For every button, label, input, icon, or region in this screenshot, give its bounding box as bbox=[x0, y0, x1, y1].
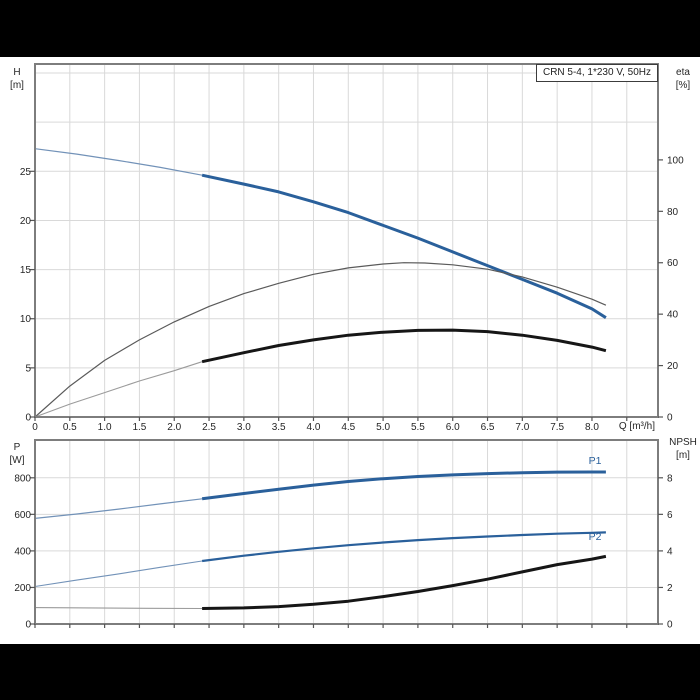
hq-right-tick-label: 20 bbox=[667, 361, 679, 372]
power-right-tick-label: 4 bbox=[667, 546, 673, 557]
eta-axis-symbol: eta bbox=[676, 67, 690, 78]
p2-curve-lead-in bbox=[34, 560, 203, 588]
pump-title-box: CRN 5-4, 1*230 V, 50Hz bbox=[535, 64, 658, 82]
hq-left-tick-label: 20 bbox=[20, 216, 32, 227]
h-axis-unit-label: H [m] bbox=[2, 66, 32, 92]
npsh-axis-symbol: NPSH bbox=[669, 437, 697, 448]
hq-x-tick-label: 5.5 bbox=[411, 422, 425, 433]
hq-left-tick-label: 25 bbox=[20, 167, 32, 178]
power-left-tick-label: 200 bbox=[14, 583, 31, 594]
power-left-tick-label: 800 bbox=[14, 473, 31, 484]
p-axis-symbol: P bbox=[13, 442, 21, 453]
hq-x-tick-label: 4.5 bbox=[341, 422, 355, 433]
hq-right-tick-label: 80 bbox=[667, 207, 679, 218]
hq-x-tick-label: 3.0 bbox=[237, 422, 251, 433]
hq-right-tick-label: 100 bbox=[667, 155, 684, 166]
p1-curve-label: P1 bbox=[588, 455, 602, 467]
npsh-axis-unit: [m] bbox=[676, 450, 690, 461]
p1-curve-lead-in bbox=[34, 498, 203, 519]
h-axis-symbol: H bbox=[13, 67, 21, 78]
p2-curve-label: P2 bbox=[588, 531, 602, 543]
eta-pump-curve bbox=[34, 262, 607, 418]
eta-axis-unit: [%] bbox=[675, 80, 691, 91]
p-axis-unit-label: P [W] bbox=[2, 441, 32, 467]
hq-x-tick-label: 3.5 bbox=[272, 422, 286, 433]
hq-left-tick-label: 0 bbox=[25, 413, 31, 424]
npsh-curve-lead-in bbox=[34, 607, 203, 610]
p2-curve bbox=[201, 531, 606, 563]
hq-x-tick-label: 0.5 bbox=[63, 422, 77, 433]
power-right-tick-label: 2 bbox=[667, 583, 673, 594]
hq-x-tick-label: 5.0 bbox=[376, 422, 390, 433]
q-axis-label: Q [m³/h] bbox=[618, 421, 655, 432]
hq-x-tick-label: 7.5 bbox=[550, 422, 564, 433]
hq-right-tick-label: 40 bbox=[667, 310, 679, 321]
power-right-tick-label: 8 bbox=[667, 473, 673, 484]
hq-x-tick-label: 1.5 bbox=[132, 422, 146, 433]
eta-pump-motor-lead-in bbox=[34, 361, 203, 418]
p-axis-unit: [W] bbox=[9, 455, 25, 466]
npsh-axis-unit-label: NPSH [m] bbox=[666, 436, 700, 462]
hq-x-tick-label: 4.0 bbox=[307, 422, 321, 433]
hq-x-tick-label: 6.0 bbox=[446, 422, 460, 433]
power-right-tick-label: 0 bbox=[667, 620, 673, 631]
npsh-curve bbox=[202, 554, 607, 610]
hq-right-tick-label: 0 bbox=[667, 413, 673, 424]
hq-x-tick-label: 7.0 bbox=[515, 422, 529, 433]
hq-left-tick-label: 15 bbox=[20, 265, 32, 276]
hq-left-tick-label: 5 bbox=[25, 363, 31, 374]
power-left-tick-label: 400 bbox=[14, 546, 31, 557]
power-left-tick-label: 0 bbox=[25, 620, 31, 631]
hq-plot-border bbox=[34, 63, 659, 418]
hq-curve bbox=[201, 173, 607, 319]
eta-pump-motor-curve bbox=[201, 328, 607, 364]
h-axis-unit: [m] bbox=[10, 80, 24, 91]
hq-x-tick-label: 0 bbox=[32, 422, 38, 433]
p1-curve bbox=[201, 470, 606, 501]
hq-x-tick-label: 6.5 bbox=[481, 422, 495, 433]
power-right-tick-label: 6 bbox=[667, 510, 673, 521]
hq-left-tick-label: 10 bbox=[20, 314, 32, 325]
hq-x-tick-label: 2.0 bbox=[167, 422, 181, 433]
hq-right-tick-label: 60 bbox=[667, 258, 679, 269]
power-plot-border bbox=[34, 439, 659, 625]
eta-axis-unit-label: eta [%] bbox=[666, 66, 700, 92]
hq-x-tick-label: 1.0 bbox=[98, 422, 112, 433]
hq-curve-lead-in bbox=[34, 148, 203, 176]
power-left-tick-label: 600 bbox=[14, 510, 31, 521]
hq-x-tick-label: 8.0 bbox=[585, 422, 599, 433]
hq-x-tick-label: 2.5 bbox=[202, 422, 216, 433]
